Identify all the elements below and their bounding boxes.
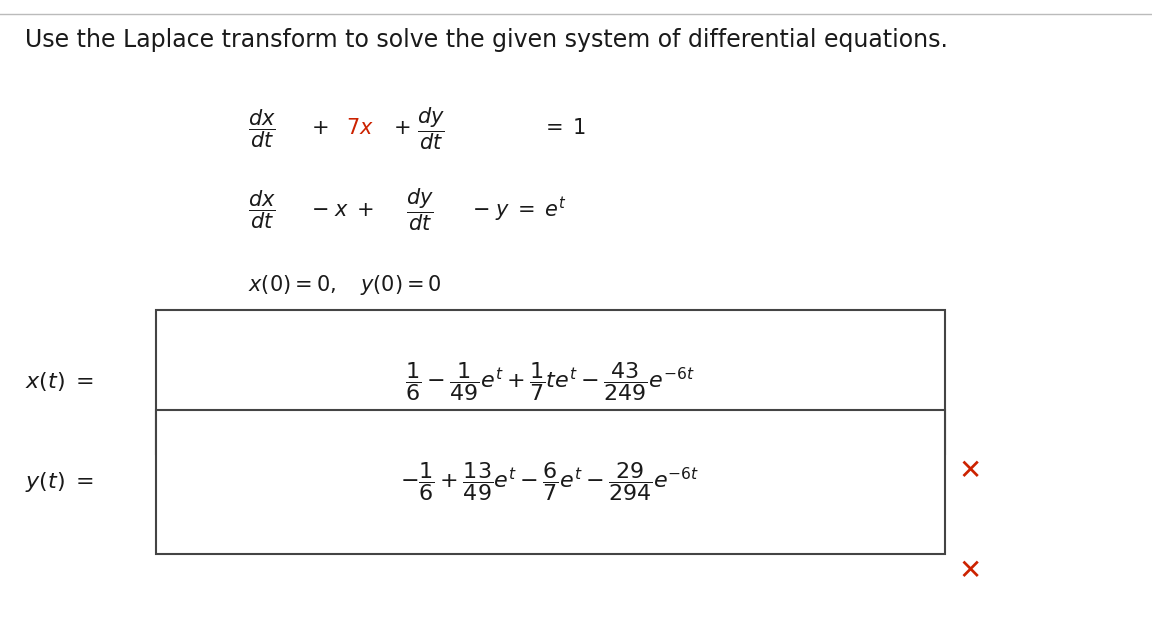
Text: $\dfrac{dy}{dt}$: $\dfrac{dy}{dt}$ [406, 187, 433, 233]
Text: $\dfrac{dx}{dt}$: $\dfrac{dx}{dt}$ [248, 107, 275, 150]
Text: $=\;1$: $=\;1$ [541, 118, 586, 138]
Text: $-\;y\;=\;e^t$: $-\;y\;=\;e^t$ [472, 195, 567, 224]
Text: $\dfrac{dx}{dt}$: $\dfrac{dx}{dt}$ [248, 188, 275, 231]
Text: $7x$: $7x$ [346, 118, 373, 138]
Text: $\dfrac{1}{6} - \dfrac{1}{49}e^t + \dfrac{1}{7}te^t - \dfrac{43}{249}e^{-6t}$: $\dfrac{1}{6} - \dfrac{1}{49}e^t + \dfra… [406, 361, 695, 403]
FancyBboxPatch shape [156, 310, 945, 454]
Text: Use the Laplace transform to solve the given system of differential equations.: Use the Laplace transform to solve the g… [25, 28, 948, 52]
Text: $\,+$: $\,+$ [386, 118, 411, 138]
Text: $-\;x\;+$: $-\;x\;+$ [311, 200, 373, 220]
FancyBboxPatch shape [156, 410, 945, 554]
Text: ✕: ✕ [958, 557, 982, 585]
Text: $x(0) = 0, \quad y(0) = 0$: $x(0) = 0, \quad y(0) = 0$ [248, 273, 441, 297]
Text: $x(t)\;=$: $x(t)\;=$ [25, 371, 93, 393]
Text: $+\,$: $+\,$ [311, 118, 328, 138]
Text: ✕: ✕ [958, 457, 982, 485]
Text: $-\dfrac{1}{6} + \dfrac{13}{49}e^t - \dfrac{6}{7}e^t - \dfrac{29}{294}e^{-6t}$: $-\dfrac{1}{6} + \dfrac{13}{49}e^t - \df… [401, 461, 699, 503]
Text: $\dfrac{dy}{dt}$: $\dfrac{dy}{dt}$ [417, 105, 445, 151]
Text: $y(t)\;=$: $y(t)\;=$ [25, 470, 93, 494]
